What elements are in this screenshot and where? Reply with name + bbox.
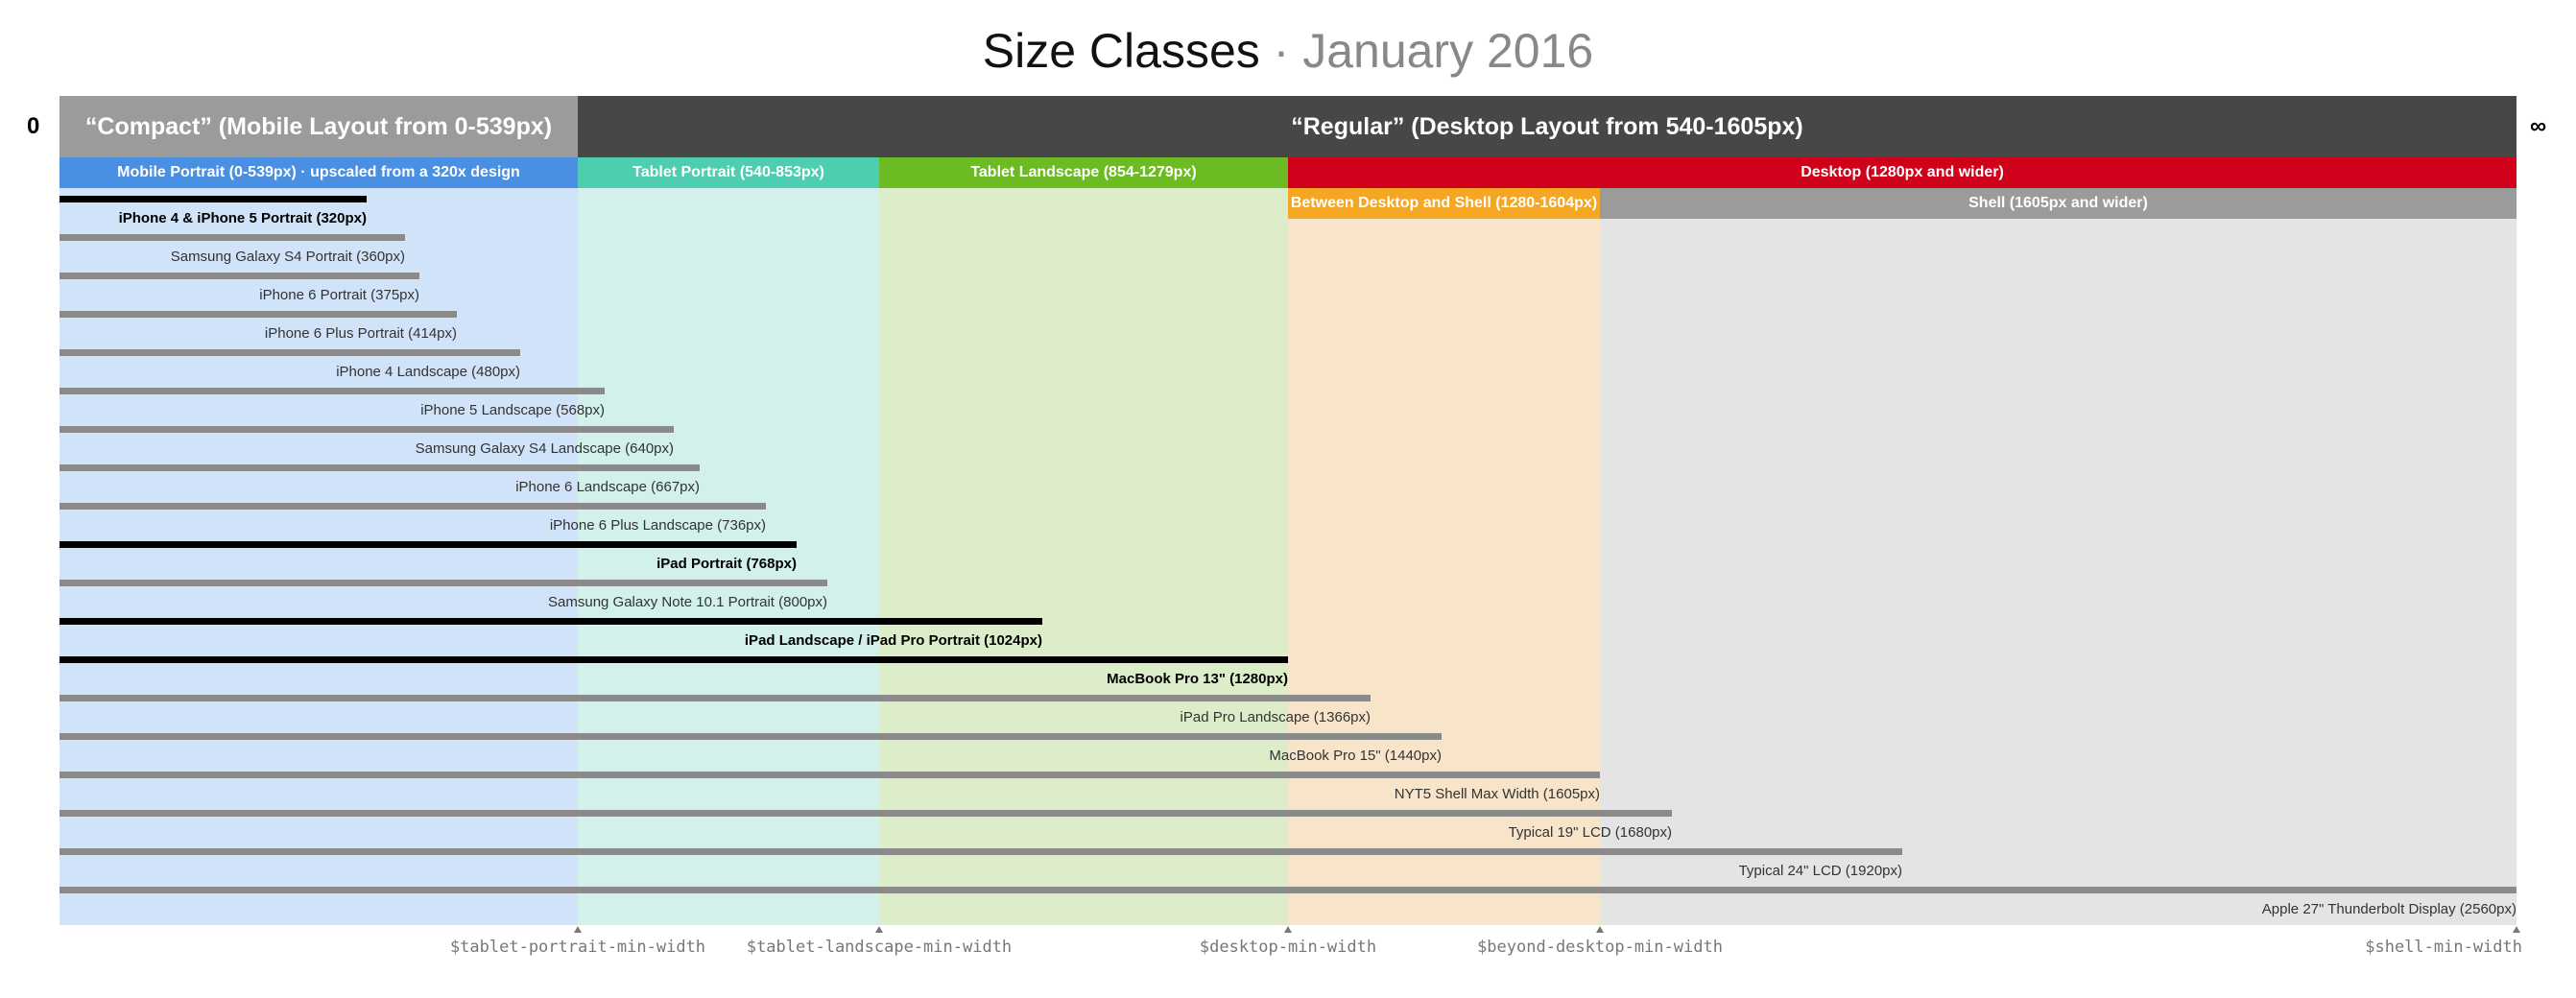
device-bar <box>60 733 1442 740</box>
title-main: Size Classes <box>982 24 1260 78</box>
device-label: Samsung Galaxy S4 Portrait (360px) <box>170 249 405 265</box>
device-bar <box>60 848 1902 855</box>
device-bar <box>60 618 1042 625</box>
breakpoint-label: $tablet-portrait-min-width <box>449 938 706 957</box>
breakpoint-label: $tablet-landscape-min-width <box>746 938 1013 957</box>
device-label: MacBook Pro 13" (1280px) <box>1107 671 1288 687</box>
layout-band: Between Desktop and Shell (1280-1604px) <box>1288 188 1600 219</box>
layout-band: Shell (1605px and wider) <box>1600 188 2516 219</box>
device-label: iPad Portrait (768px) <box>656 556 797 572</box>
device-label: iPhone 6 Plus Landscape (736px) <box>549 517 766 534</box>
device-bar <box>60 503 766 510</box>
size-class-header: “Regular” (Desktop Layout from 540-1605p… <box>578 96 2516 157</box>
breakpoint-tick <box>875 926 883 933</box>
device-bar <box>60 426 674 433</box>
device-label: iPhone 6 Landscape (667px) <box>515 479 700 495</box>
background-column <box>1288 219 1600 925</box>
layout-band: Tablet Landscape (854-1279px) <box>879 157 1288 188</box>
device-label: iPhone 6 Portrait (375px) <box>259 287 419 303</box>
background-column <box>879 188 1288 925</box>
device-bar <box>60 580 827 586</box>
title-date: January 2016 <box>1302 24 1594 78</box>
device-label: iPhone 6 Plus Portrait (414px) <box>264 325 457 342</box>
device-bar <box>60 388 605 394</box>
background-column <box>1600 219 2516 925</box>
breakpoint-label: $shell-min-width <box>2365 938 2522 957</box>
device-label: Typical 24" LCD (1920px) <box>1738 863 1902 879</box>
background-column <box>578 188 879 925</box>
device-bar <box>60 810 1672 817</box>
device-bar <box>60 349 520 356</box>
device-label: iPhone 4 Landscape (480px) <box>336 364 520 380</box>
device-label: iPad Pro Landscape (1366px) <box>1180 709 1371 725</box>
device-label: Apple 27" Thunderbolt Display (2560px) <box>2261 901 2516 917</box>
title-separator: · <box>1259 24 1303 78</box>
device-bar <box>60 311 457 318</box>
device-bar <box>60 695 1371 701</box>
device-bar <box>60 273 419 279</box>
device-label: Samsung Galaxy S4 Landscape (640px) <box>415 440 674 457</box>
device-bar <box>60 541 797 548</box>
breakpoint-tick <box>2513 926 2520 933</box>
device-label: Typical 19" LCD (1680px) <box>1508 824 1672 841</box>
chart-title: Size Classes · January 2016 <box>0 17 2576 84</box>
axis-end-label: ∞ <box>2530 113 2547 139</box>
layout-band: Mobile Portrait (0-539px) · upscaled fro… <box>60 157 578 188</box>
breakpoint-label: $desktop-min-width <box>1199 938 1377 957</box>
breakpoint-tick <box>574 926 582 933</box>
device-label: Samsung Galaxy Note 10.1 Portrait (800px… <box>548 594 827 610</box>
device-label: iPhone 4 & iPhone 5 Portrait (320px) <box>118 210 367 226</box>
device-bar <box>60 234 405 241</box>
device-bar <box>60 887 2516 893</box>
device-bar <box>60 772 1600 778</box>
layout-band: Tablet Portrait (540-853px) <box>578 157 879 188</box>
device-bar <box>60 656 1288 663</box>
breakpoint-label: $beyond-desktop-min-width <box>1477 938 1723 957</box>
device-bar <box>60 464 700 471</box>
device-label: iPad Landscape / iPad Pro Portrait (1024… <box>744 632 1042 649</box>
device-label: iPhone 5 Landscape (568px) <box>420 402 605 418</box>
device-label: MacBook Pro 15" (1440px) <box>1269 748 1442 764</box>
breakpoint-tick <box>1284 926 1292 933</box>
layout-band: Desktop (1280px and wider) <box>1288 157 2516 188</box>
device-bar <box>60 196 367 202</box>
axis-start-label: 0 <box>27 113 40 139</box>
device-label: NYT5 Shell Max Width (1605px) <box>1394 786 1600 802</box>
size-class-header: “Compact” (Mobile Layout from 0-539px) <box>60 96 578 157</box>
breakpoint-tick <box>1596 926 1604 933</box>
